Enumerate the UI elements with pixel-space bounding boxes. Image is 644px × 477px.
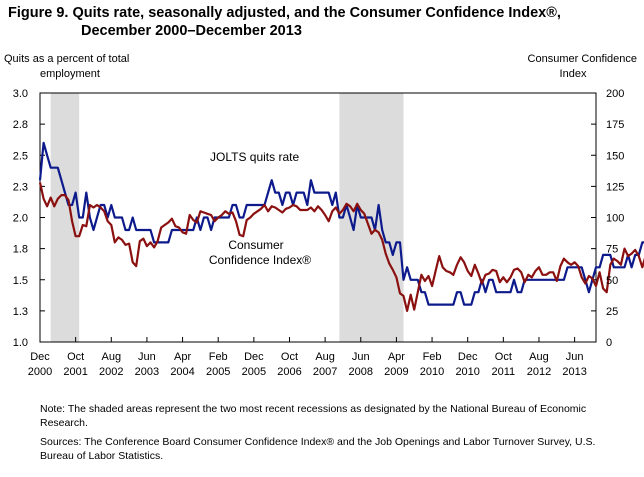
x-tick-label-year: 2007	[313, 366, 337, 378]
x-tick-label-year: 2006	[277, 366, 301, 378]
y-left-tick-label: 2.5	[13, 150, 28, 162]
y-right-tick-label: 50	[606, 275, 618, 287]
x-tick-label-year: 2001	[63, 366, 87, 378]
x-tick-label-month: Feb	[209, 351, 228, 363]
y-right-tick-label: 125	[606, 181, 624, 193]
notes: Note: The shaded areas represent the two…	[40, 402, 620, 468]
x-tick-label-year: 2013	[562, 366, 586, 378]
note-text: Note: The shaded areas represent the two…	[40, 403, 587, 429]
y-left-axis-label-line1: Quits as a percent of total	[4, 53, 129, 65]
x-tick-label-year: 2000	[28, 366, 52, 378]
y-left-tick-label: 2.0	[13, 213, 28, 225]
x-tick-label-month: Oct	[67, 351, 84, 363]
x-tick-label-year: 2002	[99, 366, 123, 378]
axes	[39, 92, 597, 343]
y-right-axis-label-line1: Consumer Confidence	[528, 53, 637, 65]
figure-title: Figure 9. Quits rate, seasonally adjuste…	[8, 4, 638, 40]
x-tick-label-month: Aug	[529, 351, 549, 363]
y-right-tick-label: 150	[606, 150, 624, 162]
x-tick-label-year: 2010	[420, 366, 444, 378]
y-right-axis-label-line2: Index	[560, 68, 587, 80]
x-tick-label-month: Dec	[458, 351, 478, 363]
y-left-axis-label-line2: employment	[40, 68, 100, 80]
x-tick-label-month: Dec	[244, 351, 264, 363]
x-tick-label-year: 2008	[349, 366, 373, 378]
y-left-tick-label: 2.8	[13, 119, 28, 131]
series-line-consumer-confidence-index	[38, 182, 644, 312]
x-tick-label-year: 2010	[455, 366, 479, 378]
plot-frame	[39, 92, 597, 343]
y-right-tick-label: 175	[606, 119, 624, 131]
x-tick-label-month: Jun	[138, 351, 156, 363]
y-left-tick-label: 2.3	[13, 181, 28, 193]
x-tick-label-month: Oct	[281, 351, 298, 363]
x-tick-label-month: Jun	[566, 351, 584, 363]
y-left-tick-label: 1.8	[13, 244, 28, 256]
y-left-tick-label: 1.5	[13, 275, 28, 287]
y-right-tick-label: 200	[606, 88, 624, 100]
recession-band-1	[50, 93, 80, 342]
y-left-tick-label: 3.0	[13, 88, 28, 100]
x-tick-label-year: 2005	[206, 366, 230, 378]
sources-text: Sources: The Conference Board Consumer C…	[40, 436, 596, 462]
x-tick-label-month: Apr	[174, 351, 191, 363]
x-tick-label-year: 2003	[135, 366, 159, 378]
x-tick-label-month: Jun	[352, 351, 370, 363]
y-left-tick-label: 1.3	[13, 306, 28, 318]
series-annotation: Consumer	[228, 238, 283, 252]
y-right-tick-label: 75	[606, 244, 618, 256]
y-right-tick-label: 0	[606, 337, 612, 349]
x-tick-label-year: 2011	[492, 366, 516, 378]
chart: 1.0 1.3 1.5 1.8 2.0 2.3 2.5 2.8 3.0 0 25 50 75 100 125…	[4, 53, 644, 378]
x-tick-label-month: Oct	[495, 351, 512, 363]
x-tick-label-year: 2012	[527, 366, 551, 378]
x-tick-label-year: 2005	[242, 366, 266, 378]
figure-title-line1: Figure 9. Quits rate, seasonally adjuste…	[8, 5, 561, 21]
series-annotation: JOLTS quits rate	[210, 150, 299, 164]
y-right-tick-label: 100	[606, 213, 624, 225]
series-annotation: Confidence Index®	[209, 253, 311, 267]
x-tick-label-month: Apr	[388, 351, 405, 363]
x-tick-label-year: 2009	[384, 366, 408, 378]
x-tick-label-month: Aug	[101, 351, 121, 363]
x-tick-label-month: Feb	[423, 351, 442, 363]
x-tick-label-year: 2004	[170, 366, 194, 378]
series	[38, 141, 644, 312]
y-right-tick-label: 25	[606, 306, 618, 318]
x-tick-label-month: Dec	[30, 351, 50, 363]
y-left-tick-label: 1.0	[13, 337, 28, 349]
figure-title-line2: December 2000–December 2013	[81, 23, 302, 39]
x-tick-label-month: Aug	[315, 351, 335, 363]
labels: 1.0 1.3 1.5 1.8 2.0 2.3 2.5 2.8 3.0 0 25 50 75 100 125…	[4, 53, 637, 378]
